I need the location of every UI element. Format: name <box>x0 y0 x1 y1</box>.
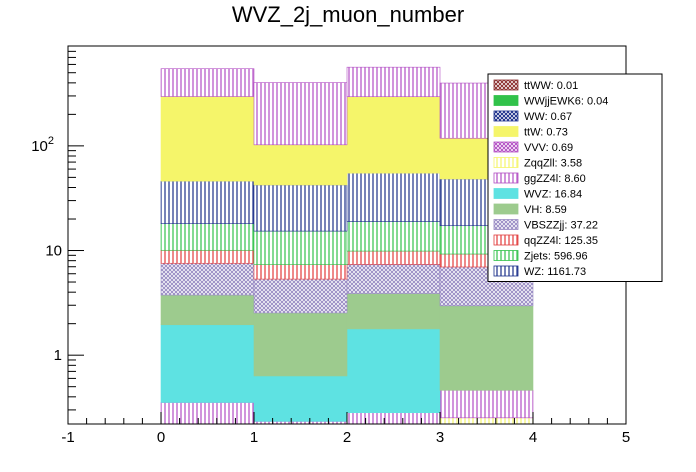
bar-zjets_top-bin-0 <box>160 96 255 182</box>
bar-wz_top-bin-0 <box>160 68 255 97</box>
y-tick-label: 1 <box>54 347 62 364</box>
chart-title: WVZ_2j_muon_number <box>232 2 464 27</box>
bar-ggzz4l-bin-2 <box>346 412 441 425</box>
x-tick-label: 0 <box>157 429 165 446</box>
bar-qqzz4l-bin-1 <box>253 264 348 280</box>
bar-zjets-bin-0 <box>160 223 255 251</box>
bar-wz-bin-0 <box>160 180 255 224</box>
bar-wz-bin-2 <box>346 172 441 222</box>
legend-swatch-qqzz4l <box>493 234 519 246</box>
bar-zjets-bin-1 <box>253 230 348 265</box>
legend-swatch-ggzz4l <box>493 172 519 184</box>
bar-wz_top-bin-1 <box>253 82 348 146</box>
bar-wvz-bin-0 <box>160 324 255 403</box>
legend-swatch-vvv <box>493 141 519 153</box>
bar-qqzz4l-bin-0 <box>160 249 255 264</box>
bar-ggzz4l-bin-0 <box>160 402 255 425</box>
bar-zqqzll-bin-3 <box>439 417 534 425</box>
x-tick-label: 3 <box>436 429 444 446</box>
legend-swatch-zjets <box>493 250 519 261</box>
legend-label-vvv: VVV: 0.69 <box>524 142 573 154</box>
bar-vh-bin-0 <box>160 294 255 326</box>
bar-vbszzjj-bin-0 <box>160 262 255 296</box>
bar-ggzz4l-bin-3 <box>439 389 534 419</box>
bar-wz_top-bin-2 <box>346 66 441 98</box>
legend-label-wz: WZ: 1161.73 <box>524 266 586 278</box>
y-tick-label: 102 <box>31 135 54 155</box>
legend-label-wvz: WVZ: 16.84 <box>524 189 582 201</box>
legend-swatch-wwjjewk6 <box>493 95 519 106</box>
legend-swatch-ttw <box>493 126 519 137</box>
x-tick-label: 5 <box>622 429 630 446</box>
legend-label-zjets: Zjets: 596.96 <box>524 251 588 263</box>
bar-zjets_top-bin-1 <box>253 144 348 186</box>
bar-vh-bin-3 <box>439 305 534 391</box>
legend: ttWW: 0.01 WWjjEWK6: 0.04 WW: 0.67 ttW: 0.7… <box>487 73 663 282</box>
x-tick-label: -1 <box>61 429 74 446</box>
x-tick-label: 2 <box>343 429 351 446</box>
legend-swatch-wvz <box>493 188 519 199</box>
bar-vbszzjj-bin-1 <box>253 278 348 314</box>
y-tick-label: 10 <box>45 243 62 260</box>
legend-label-ttww: ttWW: 0.01 <box>524 80 578 92</box>
bar-zjets-bin-2 <box>346 221 441 252</box>
bar-wvz-bin-1 <box>253 375 348 422</box>
bar-qqzz4l-bin-2 <box>346 250 441 265</box>
x-tick-label: 1 <box>250 429 258 446</box>
bar-zjets_top-bin-2 <box>346 96 441 174</box>
legend-swatch-zqqzll <box>493 157 519 168</box>
legend-label-zqqzll: ZqqZll: 3.58 <box>524 158 582 170</box>
legend-label-vbszzjj: VBSZZjj: 37.22 <box>524 220 598 232</box>
legend-label-wwjjewk6: WWjjEWK6: 0.04 <box>524 96 608 108</box>
legend-swatch-ttww <box>493 79 519 91</box>
legend-swatch-vh <box>493 203 519 215</box>
bar-vbszzjj-bin-2 <box>346 264 441 294</box>
x-tick-label: 4 <box>529 429 537 446</box>
legend-label-vh: VH: 8.59 <box>524 204 567 216</box>
bar-wz-bin-1 <box>253 184 348 232</box>
legend-label-qqzz4l: qqZZ4l: 125.35 <box>524 235 598 247</box>
legend-label-ww: WW: 0.67 <box>524 111 572 123</box>
legend-swatch-vbszzjj <box>493 219 519 230</box>
bar-wvz-bin-2 <box>346 328 441 414</box>
legend-label-ggzz4l: ggZZ4l: 8.60 <box>524 173 586 185</box>
legend-swatch-wz <box>493 265 519 277</box>
legend-label-ttw: ttW: 0.73 <box>524 127 568 139</box>
bar-vh-bin-2 <box>346 293 441 330</box>
bar-vh-bin-1 <box>253 312 348 377</box>
legend-swatch-ww <box>493 110 519 122</box>
